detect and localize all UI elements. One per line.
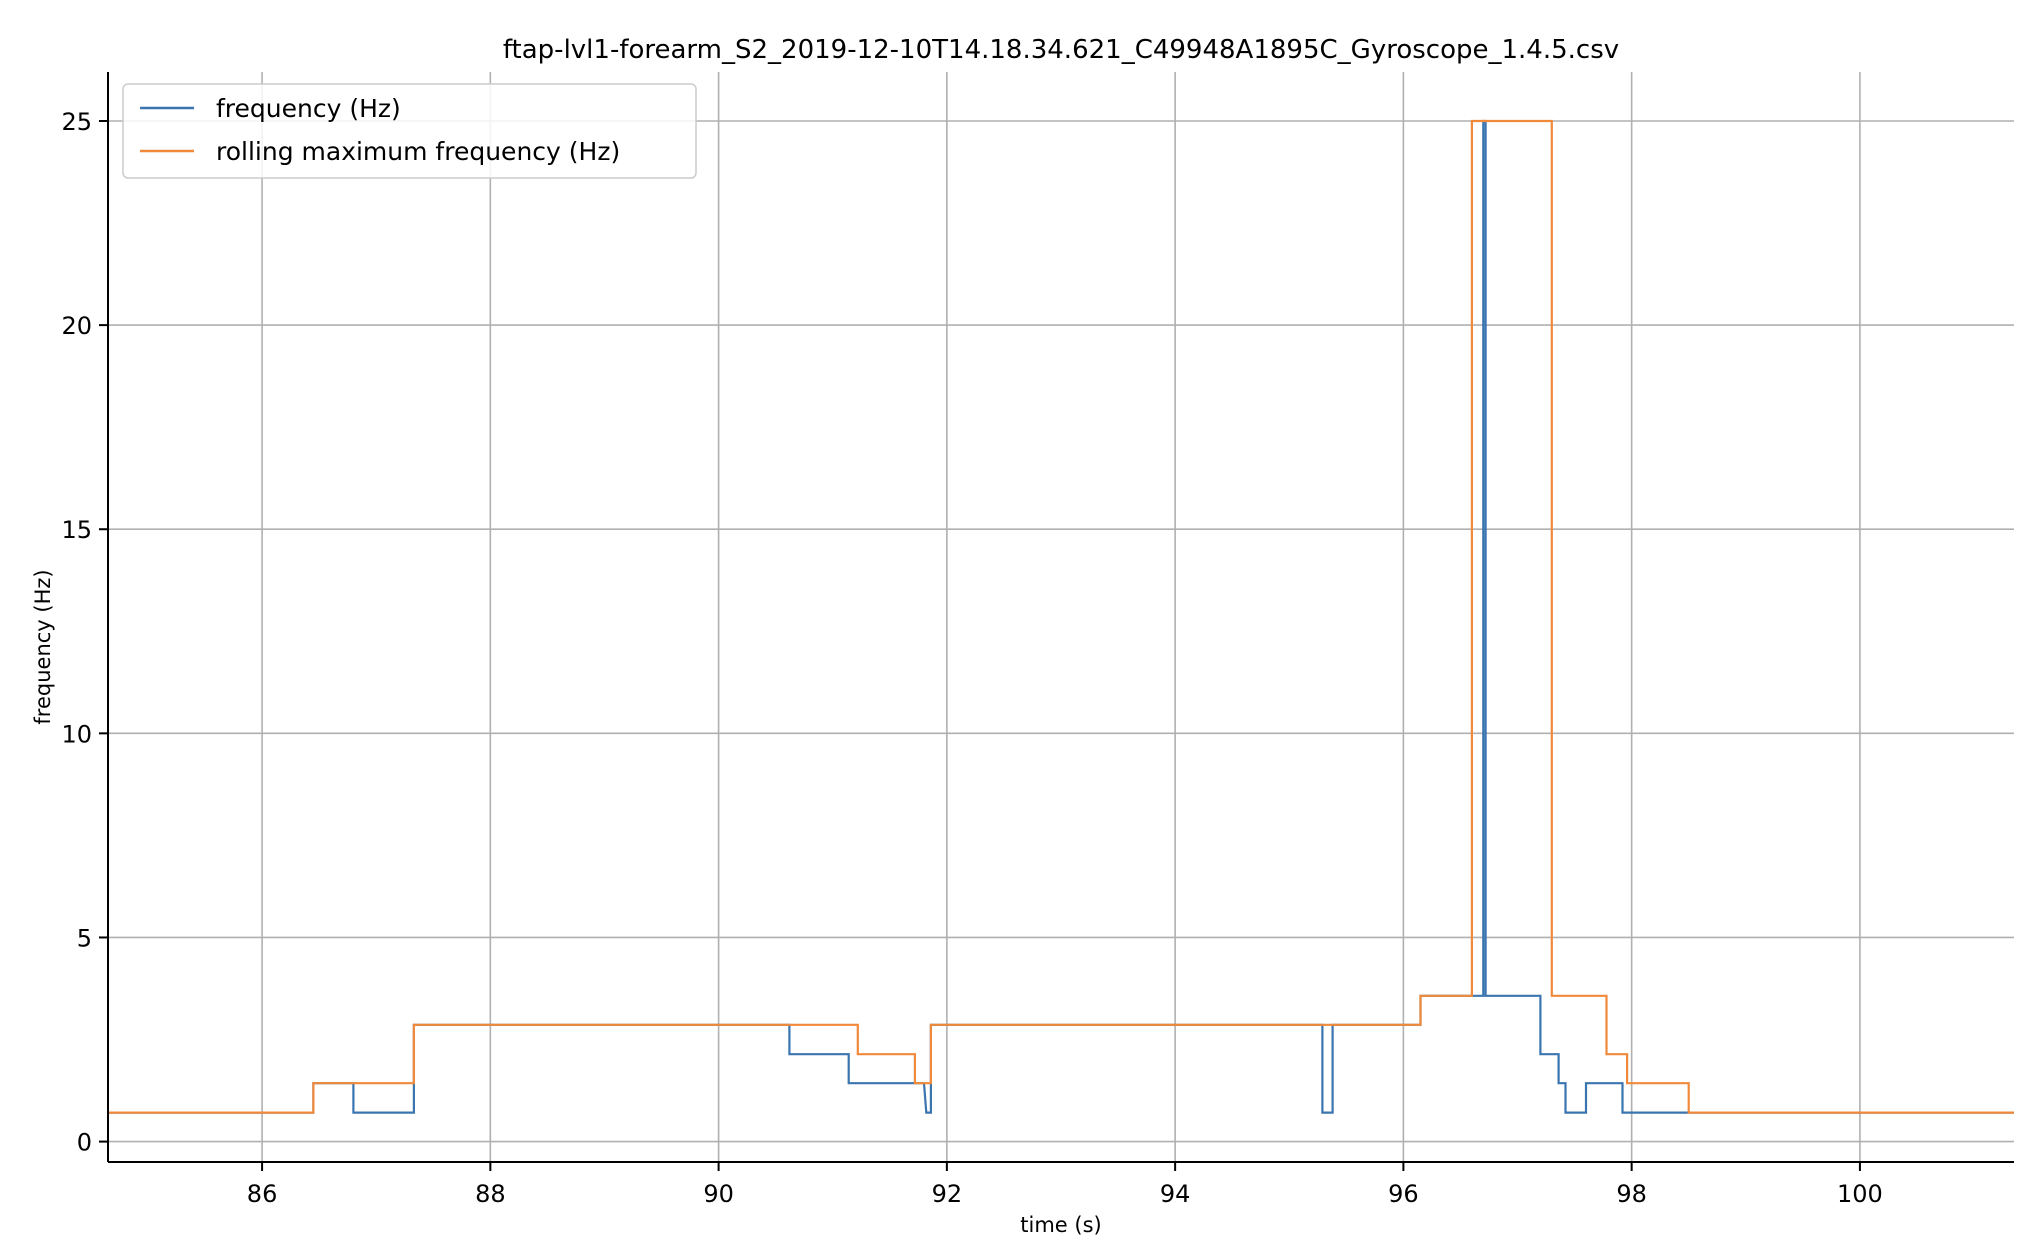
y-tick-label: 5 <box>77 924 92 952</box>
tick-labels: 86 88 90 92 94 96 98 100 0 5 10 15 20 25 <box>61 108 1882 1208</box>
x-tick-label: 100 <box>1837 1180 1883 1208</box>
x-tick-label: 88 <box>475 1180 506 1208</box>
legend-label: rolling maximum frequency (Hz) <box>216 137 620 166</box>
legend: frequency (Hz) rolling maximum frequency … <box>122 83 697 179</box>
y-tick-label: 0 <box>77 1129 92 1157</box>
x-tick-label: 94 <box>1160 1180 1191 1208</box>
x-tick-label: 86 <box>247 1180 278 1208</box>
x-tick-label: 92 <box>932 1180 963 1208</box>
x-tick-label: 96 <box>1388 1180 1419 1208</box>
y-axis-label: frequency (Hz) <box>31 569 55 724</box>
chart-title: ftap-lvl1-forearm_S2_2019-12-10T14.18.34… <box>503 35 1619 65</box>
axes <box>107 72 2014 1163</box>
x-tick-label: 90 <box>703 1180 734 1208</box>
x-axis-label: time (s) <box>1020 1213 1101 1237</box>
gridlines <box>108 72 2014 1162</box>
series-line-rolling-maximum <box>108 119 2014 1114</box>
y-tick-label: 15 <box>61 516 92 544</box>
y-tick-label: 25 <box>61 108 92 136</box>
series-lines <box>108 119 2014 1114</box>
y-tick-label: 20 <box>61 312 92 340</box>
x-tick-label: 98 <box>1616 1180 1647 1208</box>
legend-label: frequency (Hz) <box>216 94 401 123</box>
series-line-frequency <box>108 119 2014 1114</box>
y-tick-label: 10 <box>61 720 92 748</box>
legend-box <box>122 83 697 179</box>
